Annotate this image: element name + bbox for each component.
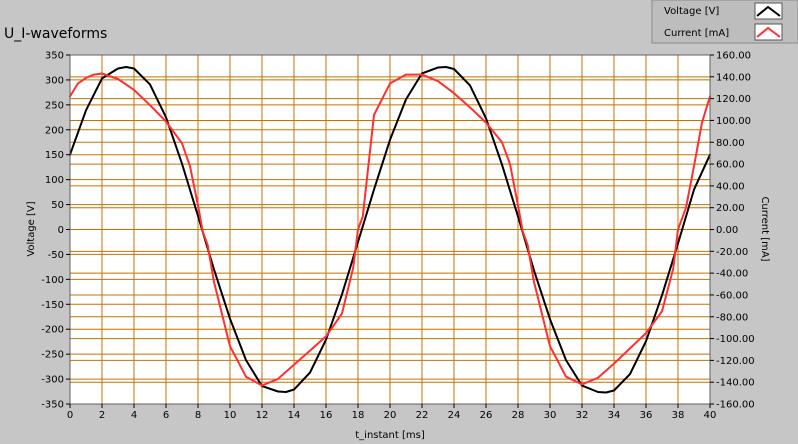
y-left-tick-label: -350 [41,400,64,411]
y-left-tick-label: 300 [45,75,64,86]
y-right-tick-label: -120.00 [716,356,755,367]
y-left-tick-label: 50 [51,200,64,211]
x-tick-label: 8 [195,410,201,421]
series-line-voltage [69,66,711,394]
y-left-tick-label: -200 [41,325,64,336]
y-right-tick-label: 40.00 [716,181,745,192]
y-left-tick-label: -150 [41,300,64,311]
y-right-tick-label: 0.00 [716,225,738,236]
y-right-tick-label: 100.00 [716,116,751,127]
plot-area [69,54,711,405]
x-tick-label: 36 [640,410,653,421]
legend-line-current [756,26,781,38]
x-tick-label: 24 [448,410,461,421]
y-left-tick-label: 100 [45,175,64,186]
y-left-tick-label: 0 [58,225,64,236]
y-right-tick-label: 140.00 [716,72,751,83]
x-axis-label: t_instant [ms] [355,430,425,441]
y-right-tick-label: -40.00 [716,269,748,280]
x-tick-label: 14 [288,410,301,421]
x-tick-label: 26 [480,410,493,421]
y-right-tick-label: 160.00 [716,51,751,62]
x-tick-label: 34 [608,410,621,421]
x-tick-label: 32 [576,410,589,421]
y-right-tick-label: -20.00 [716,247,748,258]
legend-line-voltage [756,5,781,17]
x-tick-label: 12 [256,410,269,421]
y-right-tick-label: 20.00 [716,203,745,214]
legend-swatch-voltage [754,2,783,20]
x-tick-label: 38 [672,410,685,421]
y-right-axis-ticks: 160.00 140.00 120.00 100.00 80.00 60.00 40.00 2… [710,51,755,411]
x-tick-label: 20 [384,410,397,421]
chart-title: U_I-waveforms [4,26,107,42]
x-tick-label: 16 [320,410,333,421]
y-right-tick-label: -140.00 [716,378,755,389]
legend-swatch-current [754,23,783,41]
x-tick-label: 0 [67,410,73,421]
y-left-tick-label: 150 [45,150,64,161]
x-tick-label: 6 [163,410,169,421]
x-tick-label: 18 [352,410,365,421]
y-right-tick-label: -160.00 [716,400,755,411]
y-right-tick-label: -80.00 [716,312,748,323]
grid [69,54,711,405]
x-tick-label: 28 [512,410,525,421]
x-tick-label: 22 [416,410,429,421]
y-left-tick-label: -100 [41,275,64,286]
y-left-axis-ticks: 350 300 250 200 150 100 50 0 -50 -100 -150 -200 -250… [41,51,70,411]
y-right-axis-label: Current [mA] [759,196,770,261]
y-left-tick-label: 350 [45,51,64,62]
y-left-tick-label: -300 [41,375,64,386]
x-tick-label: 4 [131,410,137,421]
x-tick-label: 40 [704,410,717,421]
legend-label-voltage: Voltage [V] [664,6,719,17]
y-left-axis-label: Voltage [V] [26,201,37,256]
y-right-tick-label: 80.00 [716,138,745,149]
x-tick-label: 30 [544,410,557,421]
legend: Voltage [V] Current [mA] [651,0,798,44]
legend-label-current: Current [mA] [664,28,729,39]
y-right-tick-label: -60.00 [716,290,748,301]
x-tick-label: 10 [224,410,237,421]
series-line-current [69,72,711,387]
y-left-tick-label: -50 [48,250,64,261]
y-right-tick-label: 60.00 [716,160,745,171]
y-right-tick-label: -100.00 [716,334,755,345]
x-axis-ticks: 0 2 4 6 8 10 12 14 16 18 20 22 24 26 28 30 32 34 36 38 40 [67,404,717,421]
x-tick-label: 2 [99,410,105,421]
y-left-tick-label: 250 [45,100,64,111]
y-right-tick-label: 120.00 [716,94,751,105]
y-left-tick-label: -250 [41,350,64,361]
series-group [69,66,711,394]
y-left-tick-label: 200 [45,125,64,136]
